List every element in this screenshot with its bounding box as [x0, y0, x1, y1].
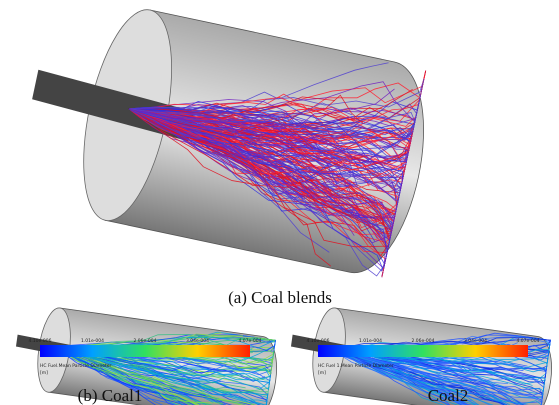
colorbar [318, 345, 528, 357]
colorbar-tick-label: 1.01e-004 [81, 338, 104, 344]
combustor [11, 0, 441, 282]
colorbar-tick-label: 2.06e-004 [133, 338, 156, 344]
colorbar-tick-label: 1.01e-004 [359, 338, 382, 344]
figure: 4.10e-006 1.01e-004 2.06e-004 3.04e-004 4.07… [0, 0, 559, 405]
colorbar-tick-label: 3.04e-004 [464, 338, 487, 344]
colorbar-unit: [m] [40, 370, 48, 376]
colorbar-title: HC Fuel.Mean Particle Diameter [40, 363, 112, 369]
caption: (b) Coal1 [78, 386, 143, 405]
caption: Coal2 [428, 386, 469, 405]
colorbar-tick-label: 4.10e-006 [28, 338, 51, 344]
panel-a [11, 0, 441, 282]
colorbar-tick-label: 4.10e-006 [306, 338, 329, 344]
colorbar-tick-label: 4.07e-004 [238, 338, 261, 344]
colorbar-tick-label: 3.04e-004 [186, 338, 209, 344]
caption: (a) Coal blends [228, 288, 332, 307]
colorbar-title: HC Fuel 1.Mean Particle Diameter [318, 363, 394, 369]
colorbar-tick-label: 4.07e-004 [516, 338, 539, 344]
panel-b: 4.10e-006 1.01e-004 2.06e-004 3.04e-004 4.07… [10, 303, 281, 405]
colorbar [40, 345, 250, 357]
colorbar-tick-label: 2.06e-004 [411, 338, 434, 344]
colorbar-unit: [m] [318, 370, 326, 376]
panel-c: 4.10e-006 1.01e-004 2.06e-004 3.04e-004 4.07… [285, 303, 556, 405]
